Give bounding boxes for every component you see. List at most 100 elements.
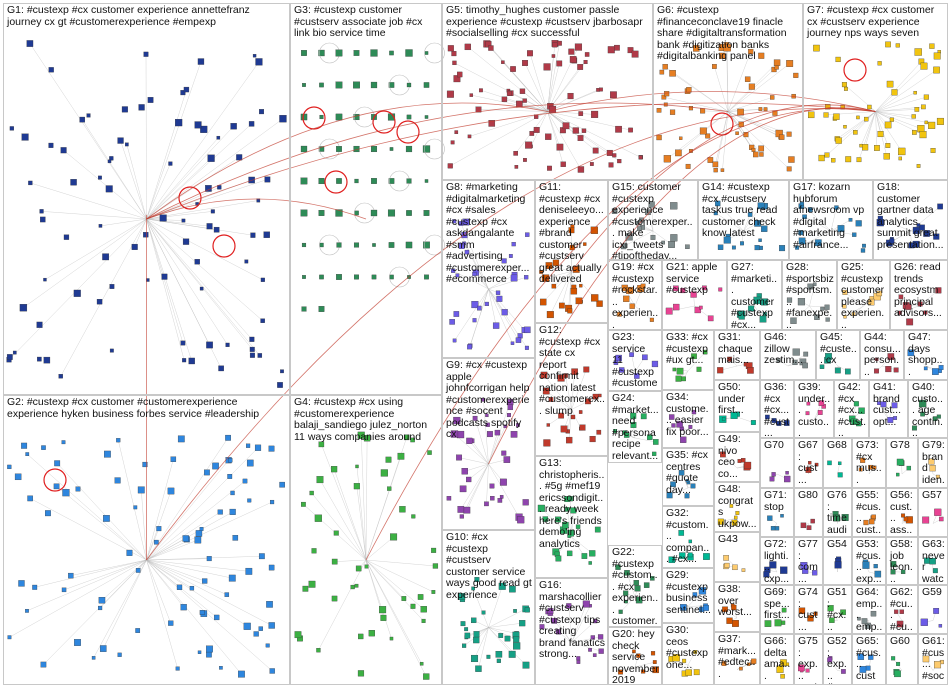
- node: [786, 60, 794, 67]
- node: [857, 653, 865, 660]
- node: [545, 262, 553, 269]
- node: [880, 401, 887, 408]
- node: [249, 352, 255, 358]
- node: [691, 353, 697, 360]
- edge: [469, 288, 489, 347]
- node: [894, 609, 899, 614]
- node: [471, 301, 479, 309]
- node: [557, 40, 562, 46]
- edge: [568, 605, 572, 643]
- group-panel-g38: G38: over worst...: [714, 582, 760, 632]
- node: [542, 387, 550, 395]
- node: [405, 145, 413, 153]
- node: [447, 45, 454, 52]
- edge: [547, 61, 586, 112]
- group-panel-g74: G74: cust... #cx...: [794, 585, 823, 634]
- node: [473, 636, 480, 644]
- node: [353, 483, 360, 490]
- node: [634, 373, 640, 379]
- node: [21, 133, 29, 141]
- node: [884, 121, 892, 129]
- node: [868, 464, 873, 470]
- node: [760, 298, 768, 306]
- node: [556, 143, 564, 151]
- group-panel-g41: G41: brand cust... opt...: [869, 380, 908, 438]
- node: [652, 666, 659, 674]
- edge: [488, 627, 517, 634]
- group-label: G1: #custexp #cx customer experience ann…: [7, 4, 250, 28]
- group-label: G18: customer gartner data analytics sum…: [877, 181, 944, 251]
- node: [780, 514, 784, 518]
- edge: [118, 440, 147, 561]
- node: [802, 214, 807, 220]
- edge: [29, 43, 147, 220]
- edge: [365, 559, 424, 622]
- node: [597, 634, 604, 640]
- node: [747, 367, 754, 374]
- node: [933, 52, 941, 60]
- node: [748, 305, 755, 312]
- node: [908, 242, 915, 249]
- edge: [9, 559, 147, 638]
- edge: [875, 109, 917, 112]
- node: [301, 501, 306, 507]
- edge: [146, 137, 219, 220]
- node: [916, 223, 921, 227]
- edge: [146, 218, 185, 361]
- node: [939, 516, 944, 522]
- node: [715, 200, 721, 207]
- edge: [715, 111, 729, 165]
- node: [527, 50, 533, 57]
- node: [874, 145, 880, 151]
- node: [664, 91, 670, 97]
- node: [318, 49, 325, 57]
- node: [831, 158, 836, 163]
- group-panel-g24: G24: #market... need #persona recipe rel…: [608, 391, 662, 463]
- edge: [565, 375, 572, 410]
- group-panel-g56: G56: cust... ass...: [886, 488, 918, 537]
- node: [717, 367, 724, 374]
- edge: [450, 111, 548, 167]
- node: [75, 486, 81, 492]
- node: [758, 238, 762, 242]
- group-label: G39: under... custo... better...: [798, 381, 831, 438]
- node: [834, 561, 842, 569]
- group-label: G22: #custexp #custom... #cx experien...…: [612, 546, 659, 627]
- node: [628, 127, 633, 133]
- edge: [875, 69, 937, 112]
- node: [702, 349, 708, 355]
- node: [183, 86, 190, 93]
- node: [175, 118, 183, 127]
- edge: [557, 536, 572, 555]
- node: [929, 465, 936, 472]
- edge: [460, 463, 489, 510]
- node: [860, 248, 866, 253]
- node: [829, 617, 835, 623]
- edge: [146, 460, 229, 561]
- node: [176, 584, 183, 590]
- node: [652, 660, 657, 664]
- edge: [727, 69, 775, 112]
- node: [182, 358, 187, 363]
- node: [170, 456, 177, 462]
- edge: [550, 271, 572, 315]
- node: [225, 342, 230, 347]
- node: [671, 423, 676, 428]
- group-panel-g61: G61: #cus... #soc...: [918, 634, 948, 685]
- node: [590, 635, 596, 640]
- node: [568, 48, 575, 55]
- node: [462, 643, 467, 648]
- node: [389, 50, 394, 56]
- node: [577, 166, 585, 173]
- inter-group-edge: [146, 108, 876, 561]
- node: [456, 454, 462, 461]
- node: [464, 632, 471, 639]
- edge: [813, 402, 822, 421]
- node: [734, 515, 738, 520]
- node: [856, 115, 860, 120]
- node: [800, 562, 808, 570]
- edge: [547, 111, 641, 158]
- edge: [571, 603, 587, 643]
- node: [475, 106, 482, 113]
- node: [690, 483, 696, 489]
